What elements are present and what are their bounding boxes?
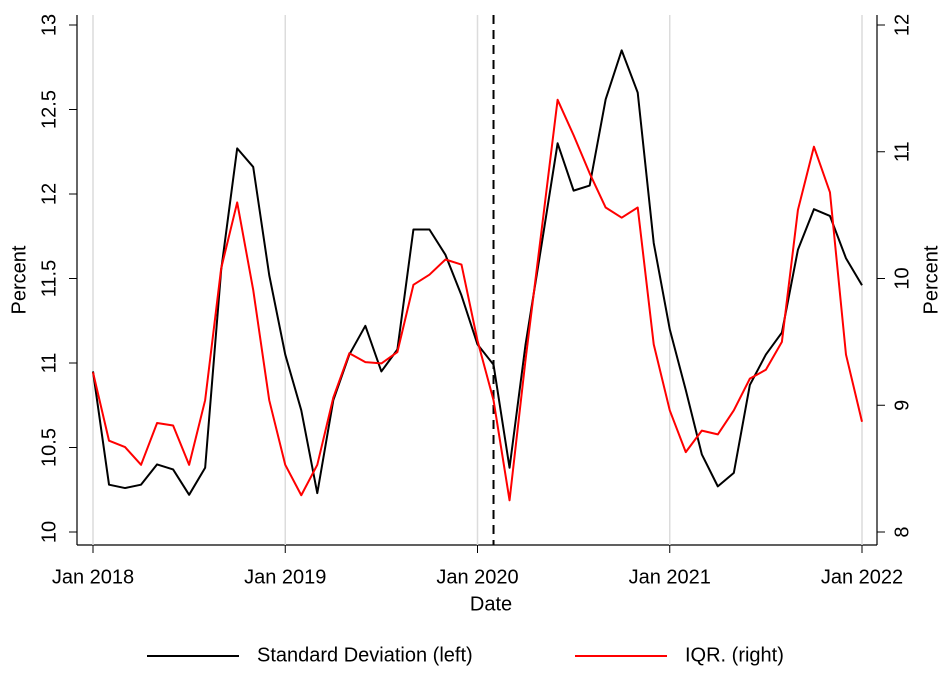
y2-tick-label: 11 xyxy=(891,141,913,162)
y-tick-label: 11 xyxy=(38,353,60,374)
y-tick-label: 10 xyxy=(38,521,60,543)
y-axis-label: Percent xyxy=(8,245,30,314)
x-axis-label: Date xyxy=(470,593,512,615)
legend-label: IQR. (right) xyxy=(685,644,784,666)
y-tick-label: 13 xyxy=(38,14,60,36)
x-tick-label: Jan 2022 xyxy=(821,566,903,588)
y2-tick-label: 12 xyxy=(891,14,913,36)
y2-axis-label: Percent xyxy=(920,245,942,314)
legend-label: Standard Deviation (left) xyxy=(257,644,473,666)
x-tick-label: Jan 2020 xyxy=(436,566,518,588)
y2-tick-label: 8 xyxy=(891,526,913,537)
y-tick-label: 10.5 xyxy=(38,428,60,467)
x-tick-label: Jan 2021 xyxy=(629,566,711,588)
data-line xyxy=(92,98,863,502)
y-tick-label: 12 xyxy=(38,183,60,205)
x-tick-label: Jan 2019 xyxy=(244,566,326,588)
y2-tick-label: 10 xyxy=(891,267,913,289)
x-tick-label: Jan 2018 xyxy=(52,566,134,588)
y-tick-label: 12.5 xyxy=(38,90,60,129)
y2-tick-label: 9 xyxy=(891,400,913,411)
y-tick-label: 11.5 xyxy=(38,260,60,297)
